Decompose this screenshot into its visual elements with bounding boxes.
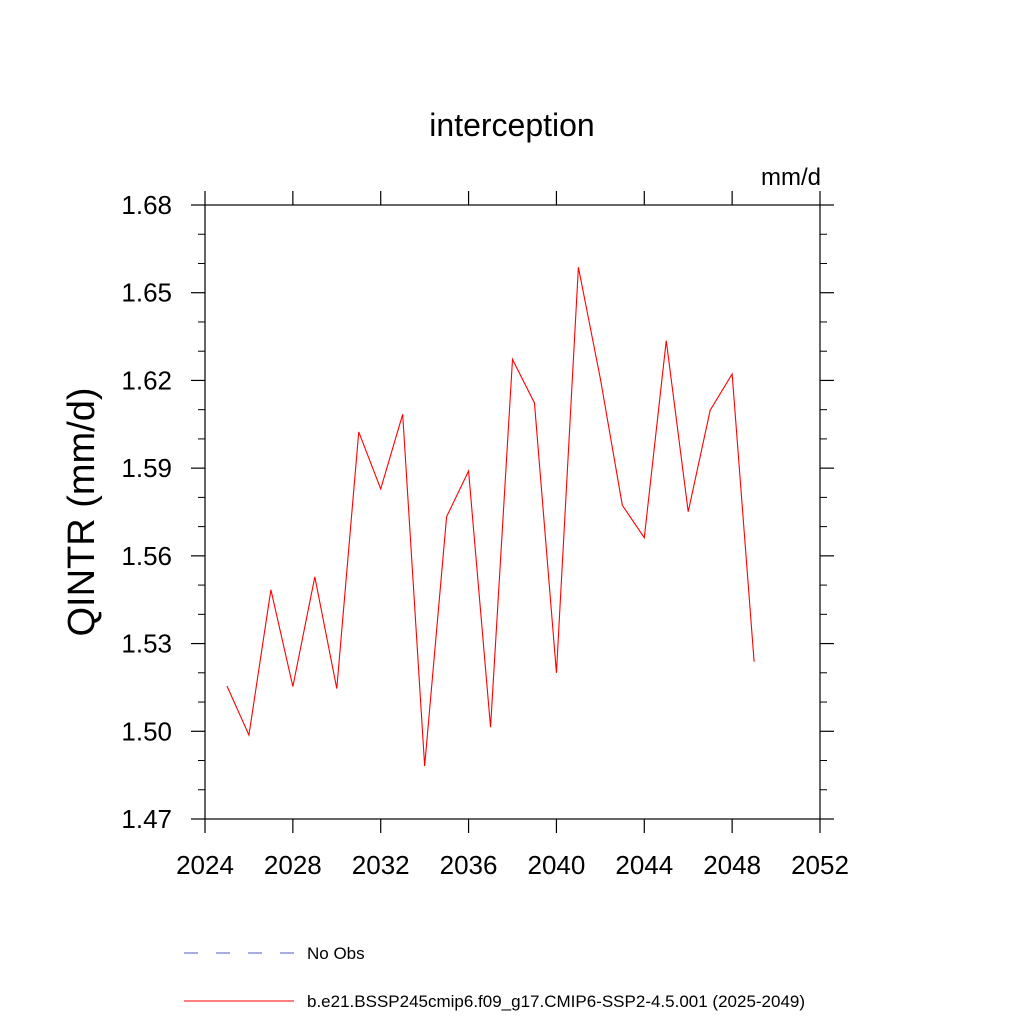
- y-tick-label: 1.47: [121, 804, 172, 834]
- y-tick-label: 1.59: [121, 453, 172, 483]
- x-ticks: 2024 2028 2032 2036 2040 2044 2048 2052: [176, 191, 849, 880]
- y-tick-label: 1.62: [121, 365, 172, 395]
- y-tick-label: 1.53: [121, 629, 172, 659]
- legend-label: No Obs: [307, 944, 365, 963]
- y-tick-label: 1.65: [121, 278, 172, 308]
- x-tick-label: 2028: [264, 850, 322, 880]
- series-layer: [226, 267, 755, 767]
- x-tick-label: 2044: [615, 850, 673, 880]
- legend: No Obs b.e21.BSSP245cmip6.f09_g17.CMIP6-S…: [184, 944, 805, 1011]
- x-tick-label: 2032: [352, 850, 410, 880]
- x-tick-label: 2040: [528, 850, 586, 880]
- plot-frame: [204, 204, 821, 820]
- y-ticks: 1.47 1.50 1.53 1.56 1.59 1.62 1.65 1.68: [121, 190, 834, 834]
- y-tick-label: 1.56: [121, 541, 172, 571]
- series-line: [226, 267, 755, 767]
- y-tick-label: 1.68: [121, 190, 172, 220]
- x-tick-label: 2052: [791, 850, 849, 880]
- x-tick-label: 2036: [440, 850, 498, 880]
- y-axis-label: QINTR (mm/d): [61, 387, 103, 636]
- y-tick-label: 1.50: [121, 716, 172, 746]
- chart-title: interception: [429, 107, 594, 143]
- legend-label: b.e21.BSSP245cmip6.f09_g17.CMIP6-SSP2-4.…: [307, 992, 805, 1011]
- units-label: mm/d: [761, 164, 821, 191]
- x-tick-label: 2048: [703, 850, 761, 880]
- x-tick-label: 2024: [176, 850, 234, 880]
